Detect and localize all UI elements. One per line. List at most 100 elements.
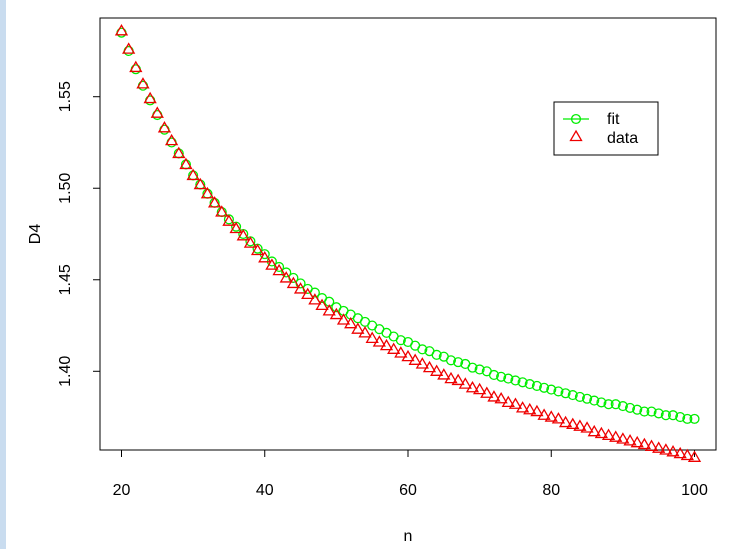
fit-point <box>431 349 442 360</box>
fit-point <box>675 412 686 423</box>
data-point <box>566 417 580 430</box>
data-point <box>250 243 265 256</box>
data-point <box>365 331 379 343</box>
data-point <box>609 430 623 442</box>
data-point <box>136 77 150 89</box>
fit-point <box>417 344 428 355</box>
data-point <box>501 395 515 408</box>
data-point <box>637 437 651 450</box>
x-tick-label: 60 <box>399 482 417 499</box>
data-point <box>229 221 243 234</box>
fit-point <box>539 382 550 393</box>
fit-point <box>546 384 557 395</box>
data-point <box>315 298 329 311</box>
data-point <box>451 373 465 386</box>
x-tick-label: 20 <box>113 482 131 499</box>
fit-point <box>589 395 600 406</box>
data-point <box>207 196 222 208</box>
data-point <box>587 424 601 437</box>
data-point <box>530 404 544 417</box>
fit-point <box>524 379 535 390</box>
legend-data-label: data <box>607 130 638 147</box>
y-tick-label: 1.45 <box>57 264 74 295</box>
fit-point <box>632 404 643 415</box>
data-point <box>515 401 530 413</box>
data-point <box>630 435 644 448</box>
data-point <box>301 287 315 300</box>
fit-point <box>646 406 657 417</box>
fit-point <box>281 267 292 278</box>
data-point <box>458 377 472 389</box>
fit-point <box>445 355 457 366</box>
data-point <box>551 412 566 424</box>
data-point <box>186 168 200 181</box>
data-point <box>494 391 508 404</box>
data-point <box>358 326 372 338</box>
fit-point <box>667 410 679 421</box>
data-point <box>508 397 523 409</box>
fit-point <box>603 399 614 410</box>
data-point <box>114 24 129 36</box>
data-point <box>687 450 702 462</box>
x-axis: 20 40 60 80 100 <box>113 449 708 499</box>
series-data <box>114 24 702 462</box>
data-point <box>272 263 286 276</box>
data-point <box>601 428 616 441</box>
data-point <box>616 432 630 444</box>
x-tick-label: 100 <box>681 482 708 499</box>
data-point <box>623 434 637 446</box>
fit-point <box>610 399 621 410</box>
data-point <box>293 282 308 294</box>
data-point <box>200 186 215 199</box>
data-point <box>430 364 444 376</box>
data-point <box>129 60 143 73</box>
y-axis: 1.40 1.45 1.50 1.55 <box>57 81 101 387</box>
fit-point <box>510 375 521 386</box>
fit-point <box>574 391 585 402</box>
data-point <box>387 342 401 354</box>
data-point <box>437 368 451 380</box>
data-point <box>408 353 422 365</box>
legend-box <box>553 101 659 156</box>
data-point <box>322 304 336 316</box>
data-point <box>394 346 408 358</box>
fit-point <box>682 413 693 424</box>
fit-point <box>467 362 478 373</box>
data-point <box>644 439 659 451</box>
fit-point <box>488 369 500 380</box>
data-point <box>465 380 480 393</box>
data-point <box>659 443 673 455</box>
data-point <box>415 357 429 369</box>
x-tick-label: 80 <box>542 482 560 499</box>
fit-point <box>660 410 671 421</box>
fit-point <box>517 377 528 388</box>
fit-point <box>274 261 285 272</box>
fit-point <box>496 371 507 382</box>
fit-point <box>596 397 607 408</box>
data-point <box>329 307 343 320</box>
data-point <box>172 146 186 159</box>
data-point <box>444 371 458 384</box>
data-point <box>594 426 609 439</box>
data-point <box>243 236 258 248</box>
y-tick-label: 1.40 <box>57 356 74 387</box>
data-point <box>165 133 179 146</box>
fit-point <box>653 408 664 419</box>
data-point <box>523 402 537 415</box>
data-point <box>558 415 573 428</box>
fit-point <box>617 401 628 412</box>
fit-point <box>453 357 464 368</box>
fit-point <box>553 386 564 397</box>
data-point <box>336 313 351 325</box>
fit-point <box>689 413 700 424</box>
data-point <box>473 382 487 395</box>
data-point <box>544 410 558 422</box>
data-point <box>308 293 322 305</box>
data-point <box>193 177 207 190</box>
fit-point <box>582 393 593 404</box>
window-edge <box>0 0 6 549</box>
data-point <box>265 258 279 270</box>
data-point <box>573 419 587 431</box>
fit-point <box>560 388 571 399</box>
data-point <box>680 448 694 461</box>
